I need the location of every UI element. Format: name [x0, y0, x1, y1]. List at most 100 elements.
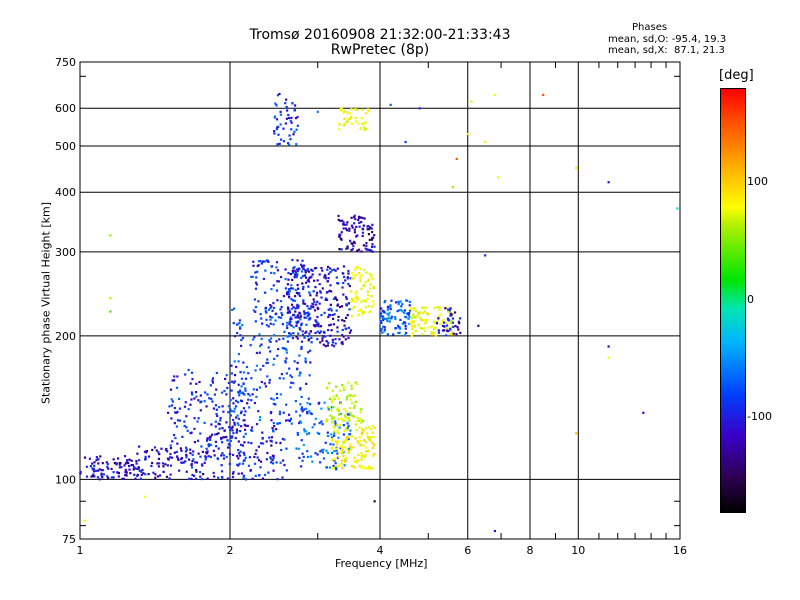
- data-point: [340, 109, 343, 112]
- data-point: [361, 313, 364, 316]
- data-point: [367, 109, 370, 112]
- data-point: [260, 442, 263, 445]
- data-point: [294, 117, 298, 120]
- data-point: [437, 329, 440, 332]
- data-point: [240, 425, 243, 428]
- data-point: [444, 334, 448, 337]
- data-point: [364, 247, 367, 250]
- data-point: [331, 313, 334, 317]
- data-point: [408, 309, 412, 312]
- data-point: [337, 319, 340, 322]
- data-point: [265, 440, 268, 443]
- data-point: [332, 430, 336, 433]
- data-point: [171, 379, 174, 382]
- data-point: [383, 328, 386, 331]
- data-point: [285, 403, 288, 406]
- data-point: [360, 421, 363, 424]
- data-point: [185, 415, 188, 418]
- data-point: [336, 326, 339, 329]
- data-point: [289, 332, 293, 336]
- data-point: [314, 323, 317, 327]
- data-point: [330, 269, 334, 272]
- data-point: [239, 443, 243, 446]
- data-point: [275, 392, 279, 396]
- colorbar-tick-label: 100: [747, 175, 768, 188]
- data-point: [297, 293, 300, 296]
- data-point: [338, 235, 341, 238]
- data-point: [338, 248, 341, 251]
- data-point: [131, 463, 135, 467]
- data-point: [447, 308, 450, 311]
- data-point: [222, 410, 225, 413]
- data-point: [419, 327, 422, 330]
- data-point: [215, 445, 218, 448]
- data-point: [326, 434, 330, 438]
- data-point: [326, 451, 329, 455]
- data-point: [183, 420, 186, 423]
- data-point: [244, 432, 247, 435]
- data-point: [110, 467, 113, 471]
- data-point: [239, 411, 243, 415]
- data-point: [341, 286, 344, 289]
- data-point: [347, 381, 350, 384]
- data-point: [291, 271, 295, 274]
- data-point: [303, 316, 306, 319]
- data-point: [305, 311, 309, 315]
- data-point: [403, 333, 407, 337]
- data-point: [286, 340, 289, 343]
- data-point: [293, 273, 297, 276]
- data-point: [339, 412, 342, 416]
- data-point: [253, 455, 256, 459]
- data-point: [457, 328, 460, 331]
- data-point: [383, 310, 386, 314]
- data-point: [327, 308, 330, 311]
- data-point: [211, 379, 214, 382]
- data-point: [227, 381, 231, 385]
- data-point: [542, 93, 545, 97]
- data-point: [97, 469, 100, 472]
- data-point: [307, 278, 310, 282]
- data-point: [329, 307, 332, 310]
- data-point: [449, 328, 452, 331]
- data-point: [283, 347, 286, 350]
- data-point: [332, 467, 335, 470]
- data-point: [288, 323, 291, 326]
- data-point: [350, 300, 353, 303]
- data-point: [289, 318, 292, 321]
- data-point: [350, 314, 354, 318]
- data-point: [92, 470, 96, 473]
- data-point: [451, 317, 455, 320]
- data-point: [422, 306, 425, 309]
- data-point: [307, 280, 311, 283]
- data-point: [258, 351, 261, 354]
- data-point: [337, 315, 340, 318]
- data-point: [285, 291, 289, 294]
- data-point: [311, 302, 314, 305]
- data-point: [404, 315, 407, 318]
- data-point: [319, 291, 322, 294]
- data-point: [229, 439, 233, 443]
- data-point: [266, 358, 269, 361]
- data-point: [362, 244, 365, 247]
- data-point: [238, 389, 242, 392]
- data-point: [190, 477, 193, 481]
- data-point: [384, 317, 388, 321]
- data-point: [120, 466, 123, 469]
- data-point: [100, 469, 103, 472]
- data-point: [360, 451, 363, 455]
- data-point: [298, 267, 301, 271]
- data-point: [184, 460, 187, 463]
- data-point: [343, 446, 346, 449]
- data-point: [265, 318, 268, 321]
- data-point: [363, 311, 366, 314]
- data-point: [423, 310, 426, 313]
- data-point: [355, 429, 359, 432]
- data-point: [316, 291, 319, 294]
- data-point: [337, 128, 341, 131]
- data-point: [357, 218, 360, 222]
- data-point: [285, 117, 289, 120]
- data-point: [348, 331, 352, 334]
- data-point: [342, 335, 345, 338]
- data-point: [200, 445, 203, 448]
- data-point: [354, 274, 358, 277]
